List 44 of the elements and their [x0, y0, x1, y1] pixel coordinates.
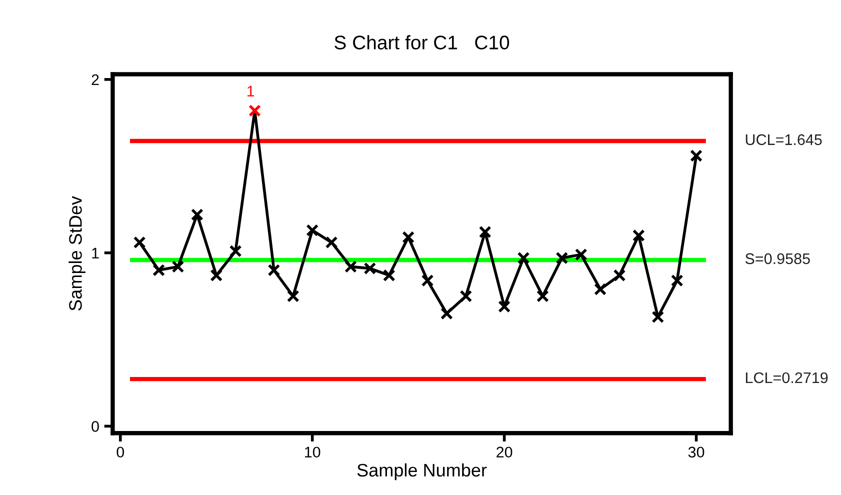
- point: [632, 229, 645, 242]
- point: [382, 269, 396, 282]
- point: [652, 310, 664, 324]
- point: [478, 226, 492, 238]
- point: [594, 282, 607, 296]
- y-tick-label: 2: [92, 74, 99, 85]
- point: [364, 262, 376, 275]
- point: [421, 274, 434, 287]
- point: [498, 300, 511, 313]
- x-tick-label: 10: [305, 446, 320, 458]
- point: [536, 290, 549, 302]
- x-tick-label: 0: [116, 446, 124, 458]
- chart-title: S Chart for C1 C10: [334, 35, 510, 50]
- point: [248, 104, 261, 117]
- annotation: 1: [248, 86, 254, 96]
- point: [152, 264, 166, 276]
- y-tick-label: 0: [92, 421, 99, 432]
- point: [517, 252, 530, 264]
- x-tick-label: 20: [496, 446, 512, 458]
- point: [574, 248, 588, 261]
- y-tick-label: 1: [92, 248, 99, 258]
- point: [268, 264, 280, 276]
- point: [190, 208, 204, 221]
- point: [460, 290, 472, 302]
- point: [172, 260, 184, 273]
- x-tick-label: 30: [688, 446, 704, 458]
- point: [210, 269, 223, 282]
- x-axis-title: Sample Number: [357, 463, 487, 480]
- point: [286, 290, 300, 302]
- point: [556, 252, 568, 264]
- point: [344, 260, 357, 273]
- point: [306, 224, 319, 237]
- ref-line-label: LCL=0.2719: [746, 372, 828, 384]
- point: [229, 244, 242, 258]
- point: [690, 149, 703, 162]
- point: [133, 236, 146, 249]
- point: [613, 269, 626, 282]
- point: [402, 230, 415, 244]
- point: [440, 307, 453, 320]
- point: [325, 236, 338, 249]
- y-axis-title: Sample StDev: [68, 196, 86, 311]
- ref-line-label: S=0.9585: [745, 253, 810, 264]
- point: [670, 274, 684, 287]
- ref-line-label: UCL=1.645: [746, 134, 822, 146]
